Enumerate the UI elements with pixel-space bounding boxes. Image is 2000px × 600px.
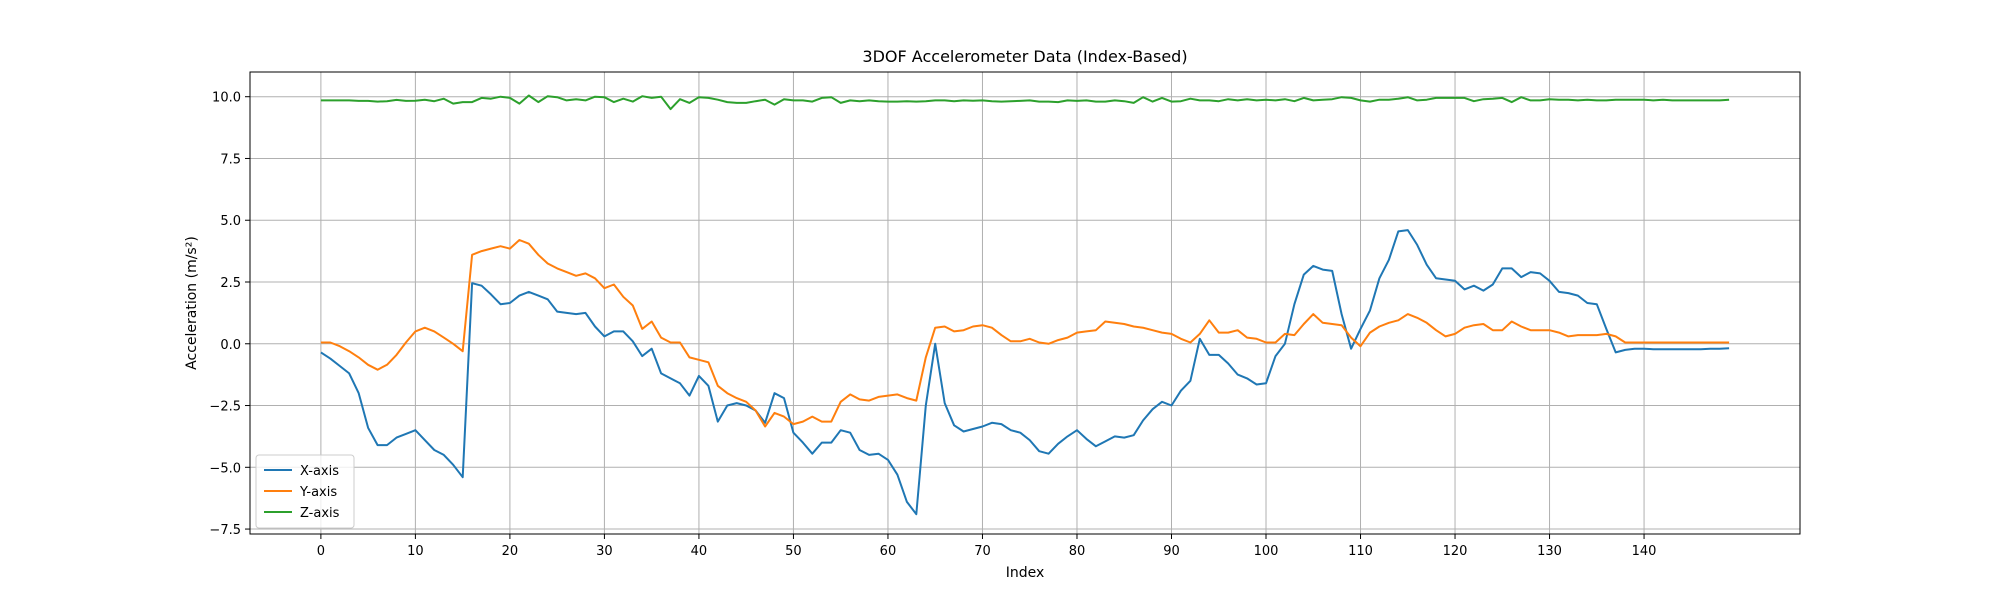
x-tick-label: 60 [880, 544, 897, 559]
series-line-x-axis [320, 229, 1730, 516]
y-tick-label: 0.0 [220, 338, 241, 353]
y-tick-label: 10.0 [212, 91, 241, 106]
y-tick-label: −2.5 [209, 400, 241, 415]
legend-label-x-axis: X-axis [300, 464, 339, 479]
x-tick-label: 80 [1069, 544, 1086, 559]
x-axis-label: Index [1006, 565, 1045, 581]
series-line-z-axis [320, 94, 1730, 111]
legend-label-y-axis: Y-axis [299, 485, 337, 500]
legend-label-z-axis: Z-axis [300, 506, 340, 521]
x-tick-label: 0 [317, 544, 325, 559]
x-tick-label: 130 [1537, 544, 1562, 559]
x-tick-label: 20 [502, 544, 519, 559]
grid [250, 72, 1800, 534]
x-tick-label: 40 [691, 544, 708, 559]
y-axis-label: Acceleration (m/s²) [184, 236, 200, 370]
legend-box [255, 454, 355, 529]
x-tick-label: 50 [785, 544, 802, 559]
x-tick-label: 110 [1348, 544, 1373, 559]
y-tick-label: 5.0 [220, 214, 241, 229]
x-tick-label: 120 [1443, 544, 1468, 559]
x-tick-label: 100 [1254, 544, 1279, 559]
series-layer [320, 94, 1730, 516]
x-tick-label: 90 [1163, 544, 1180, 559]
y-tick-label: 7.5 [220, 152, 241, 167]
y-tick-label: 2.5 [220, 276, 241, 291]
series-line-y-axis [320, 239, 1730, 428]
x-tick-label: 30 [596, 544, 613, 559]
x-tick-label: 140 [1632, 544, 1657, 559]
tick-layer: 0 10 20 30 40 50 60 70 80 90 100 110 120 130 140 −7.5 −5… [209, 91, 1656, 559]
y-tick-label: −5.0 [209, 461, 241, 476]
plot-frame [249, 71, 1801, 535]
x-tick-label: 70 [974, 544, 991, 559]
y-tick-label: −7.5 [209, 523, 241, 538]
x-tick-label: 10 [407, 544, 424, 559]
chart-title: 3DOF Accelerometer Data (Index-Based) [862, 47, 1187, 66]
legend-items: X-axis Y-axis Z-axis [264, 464, 340, 521]
legend: X-axis Y-axis Z-axis [255, 454, 355, 529]
